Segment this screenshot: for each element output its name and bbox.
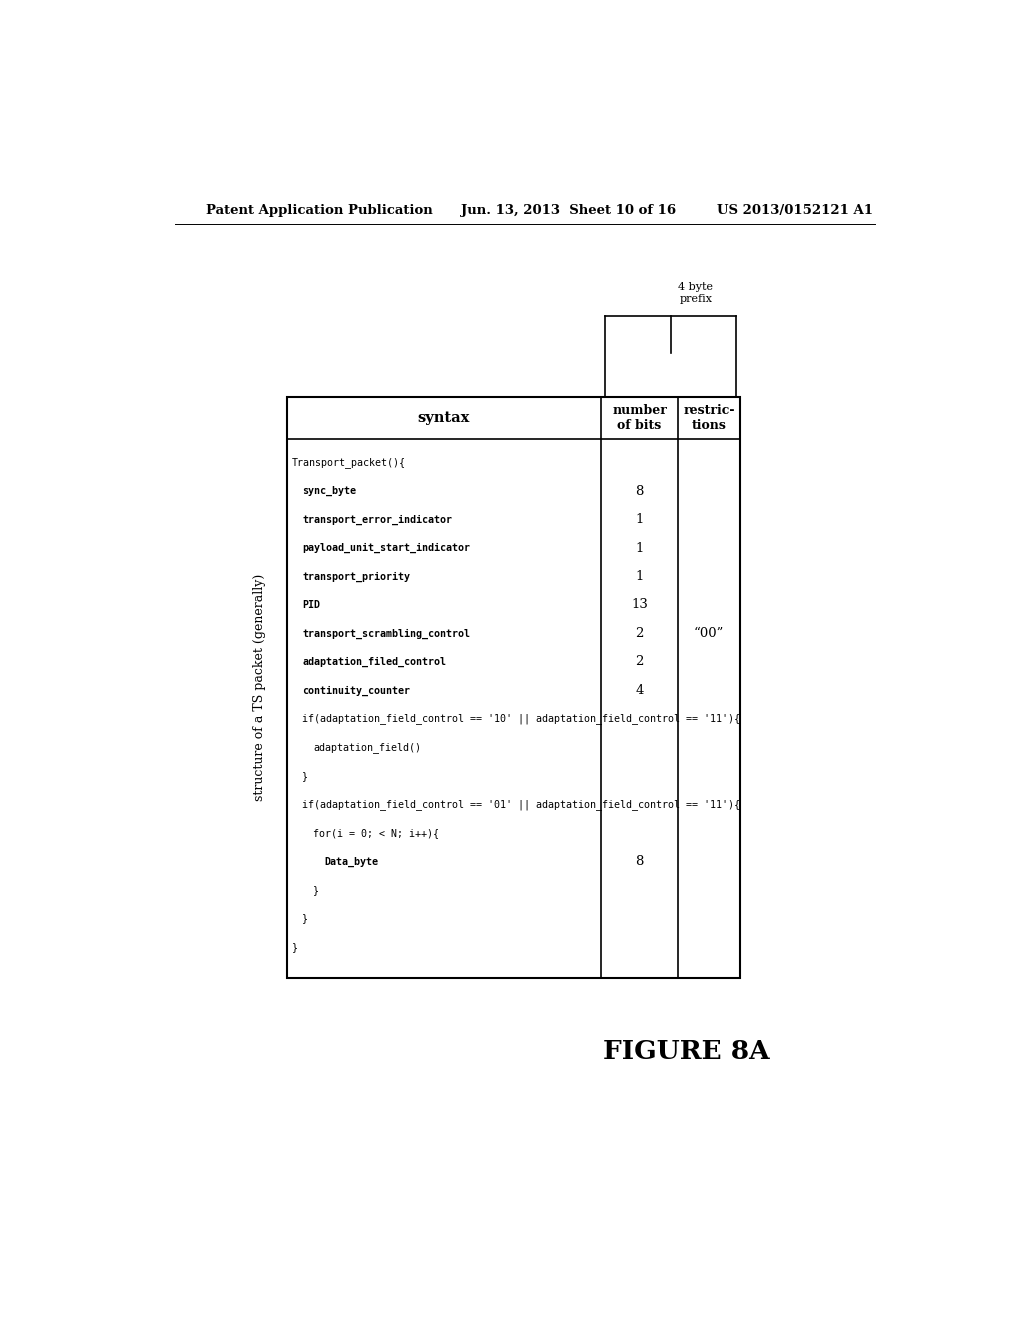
Text: adaptation_filed_control: adaptation_filed_control: [302, 657, 446, 667]
Text: 4: 4: [635, 684, 644, 697]
Text: Jun. 13, 2013  Sheet 10 of 16: Jun. 13, 2013 Sheet 10 of 16: [461, 205, 677, 218]
Text: if(adaptation_field_control == '10' || adaptation_field_control == '11'){: if(adaptation_field_control == '10' || a…: [302, 714, 740, 725]
Text: “00”: “00”: [694, 627, 724, 640]
Text: sync_byte: sync_byte: [302, 486, 356, 496]
Text: syntax: syntax: [418, 412, 470, 425]
Text: 1: 1: [635, 570, 644, 583]
Text: continuity_counter: continuity_counter: [302, 685, 411, 696]
Text: }: }: [302, 913, 308, 924]
Text: for(i = 0; < N; i++){: for(i = 0; < N; i++){: [313, 828, 439, 838]
Text: transport_error_indicator: transport_error_indicator: [302, 515, 453, 524]
Text: transport_scrambling_control: transport_scrambling_control: [302, 628, 470, 639]
Text: 1: 1: [635, 541, 644, 554]
Text: 4 byte
prefix: 4 byte prefix: [678, 282, 714, 304]
Text: 1: 1: [635, 513, 644, 527]
Text: 2: 2: [635, 656, 644, 668]
Text: }: }: [302, 771, 308, 781]
Text: FIGURE 8A: FIGURE 8A: [603, 1039, 769, 1064]
Text: transport_priority: transport_priority: [302, 572, 411, 582]
Text: }: }: [313, 884, 319, 895]
Text: structure of a TS packet (generally): structure of a TS packet (generally): [253, 574, 266, 801]
Text: Transport_packet(){: Transport_packet(){: [292, 457, 406, 469]
Text: Data_byte: Data_byte: [324, 857, 378, 866]
Text: restric-
tions: restric- tions: [683, 404, 735, 432]
Text: if(adaptation_field_control == '01' || adaptation_field_control == '11'){: if(adaptation_field_control == '01' || a…: [302, 799, 740, 810]
Text: Patent Application Publication: Patent Application Publication: [206, 205, 432, 218]
Text: payload_unit_start_indicator: payload_unit_start_indicator: [302, 543, 470, 553]
Text: PID: PID: [302, 601, 321, 610]
Text: US 2013/0152121 A1: US 2013/0152121 A1: [717, 205, 873, 218]
Text: 2: 2: [635, 627, 644, 640]
Text: number
of bits: number of bits: [612, 404, 667, 432]
Text: }: }: [292, 942, 298, 952]
Bar: [287, 397, 740, 978]
Text: 13: 13: [631, 598, 648, 611]
Text: 8: 8: [635, 855, 644, 869]
Text: adaptation_field(): adaptation_field(): [313, 742, 421, 752]
Text: 8: 8: [635, 484, 644, 498]
